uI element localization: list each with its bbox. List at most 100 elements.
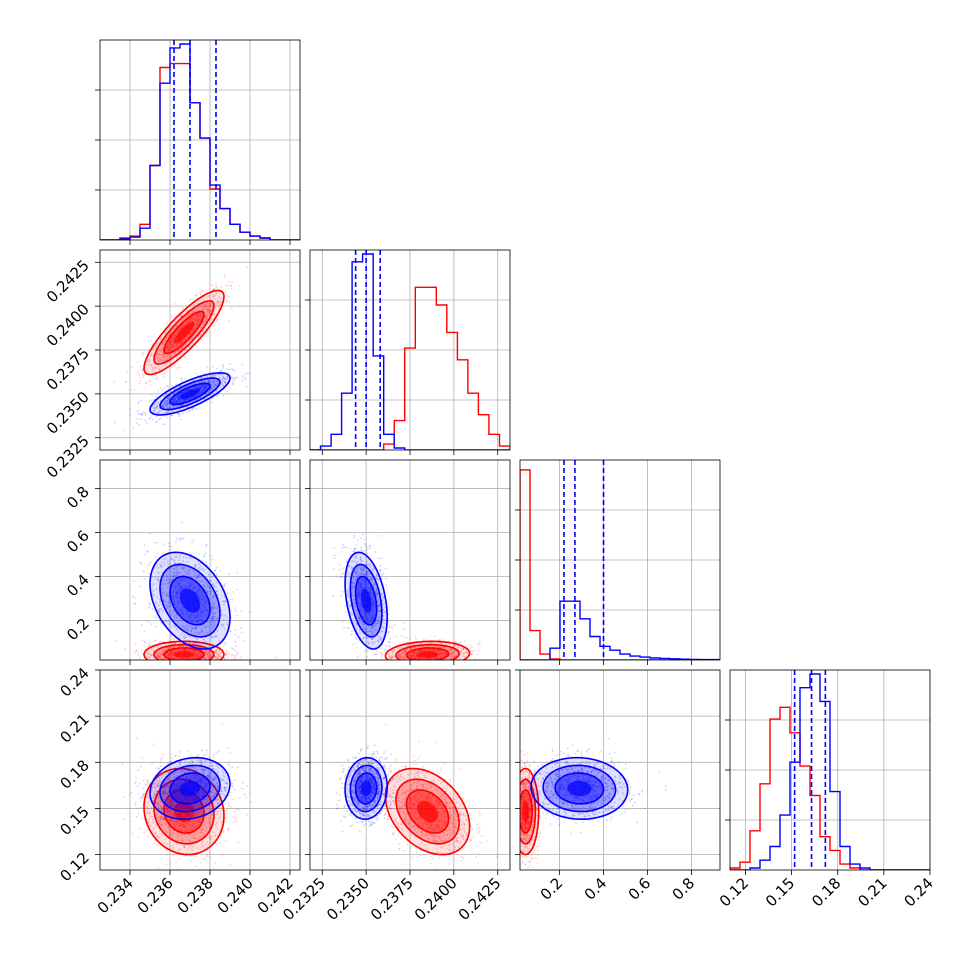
scatter-point: [165, 601, 168, 603]
scatter-point: [208, 306, 211, 308]
scatter-point: [454, 641, 457, 644]
scatter-point: [196, 666, 198, 668]
scatter-point: [188, 660, 190, 662]
scatter-point: [217, 305, 220, 307]
scatter-point: [167, 620, 170, 623]
scatter-point: [388, 657, 391, 660]
scatter-point: [187, 410, 189, 413]
scatter-point: [385, 584, 388, 586]
scatter-point: [175, 401, 178, 404]
scatter-point: [195, 577, 198, 580]
scatter-point: [198, 656, 201, 659]
scatter-point: [451, 652, 454, 655]
scatter-point: [214, 650, 217, 653]
scatter-point: [180, 404, 182, 407]
scatter-point: [403, 650, 406, 653]
scatter-point: [192, 650, 195, 652]
scatter-point: [196, 313, 199, 316]
scatter-point: [170, 343, 173, 346]
scatter-point: [144, 419, 147, 422]
scatter-point: [437, 650, 440, 652]
scatter-point: [359, 595, 361, 598]
scatter-point: [186, 661, 188, 663]
scatter-point: [168, 605, 171, 608]
scatter-point: [223, 380, 226, 383]
scatter-point: [233, 378, 236, 381]
scatter-point: [174, 595, 176, 598]
scatter-point: [202, 386, 205, 389]
scatter-point: [168, 398, 170, 401]
scatter-point: [177, 396, 179, 399]
scatter-point: [188, 573, 191, 576]
scatter-point: [182, 645, 185, 648]
scatter-point: [209, 587, 212, 589]
scatter-point: [418, 663, 420, 665]
scatter-point: [129, 413, 131, 416]
scatter-point: [177, 398, 180, 401]
scatter-point: [225, 653, 227, 656]
scatter-point: [365, 636, 368, 639]
scatter-point: [186, 649, 189, 652]
scatter-point: [442, 662, 444, 664]
scatter-point: [400, 655, 403, 658]
scatter-point: [211, 611, 214, 614]
scatter-point: [193, 318, 196, 321]
scatter-point: [185, 322, 188, 324]
scatter-point: [200, 305, 203, 308]
scatter-point: [204, 627, 207, 629]
scatter-point: [168, 348, 171, 351]
scatter-point: [173, 388, 176, 391]
scatter-point: [182, 390, 185, 393]
scatter-point: [201, 612, 204, 614]
scatter-point: [168, 667, 170, 669]
scatter-point: [125, 380, 128, 383]
scatter-point: [201, 330, 204, 333]
scatter-point: [443, 652, 446, 655]
scatter-point: [366, 573, 368, 576]
scatter-point: [168, 343, 171, 346]
scatter-point: [194, 327, 196, 330]
scatter-point: [412, 652, 415, 654]
scatter-point: [213, 312, 216, 315]
scatter-point: [185, 660, 187, 662]
scatter-point: [229, 630, 232, 633]
scatter-point: [161, 593, 163, 595]
scatter-point: [451, 652, 454, 654]
scatter-point: [203, 662, 205, 664]
scatter-point: [141, 372, 144, 375]
scatter-point: [433, 660, 435, 662]
scatter-point: [189, 388, 192, 391]
scatter-point: [213, 615, 216, 618]
scatter-point: [148, 573, 150, 575]
scatter-point: [160, 353, 163, 356]
scatter-point: [212, 616, 214, 619]
scatter-point: [174, 320, 176, 323]
scatter-point: [399, 655, 401, 658]
scatter-point: [144, 641, 147, 644]
scatter-point: [186, 664, 188, 666]
scatter-point: [381, 654, 384, 657]
scatter-point: [213, 650, 216, 653]
scatter-point: [196, 386, 199, 389]
scatter-point: [236, 572, 239, 574]
scatter-point: [426, 664, 428, 666]
scatter-point: [193, 650, 196, 653]
scatter-point: [197, 553, 200, 556]
scatter-point: [218, 653, 221, 656]
scatter-point: [175, 401, 178, 404]
scatter-point: [166, 362, 169, 364]
scatter-point: [173, 559, 176, 562]
scatter-point: [401, 656, 404, 659]
scatter-point: [423, 649, 426, 652]
scatter-point: [210, 579, 212, 582]
scatter-point: [205, 309, 208, 312]
scatter-point: [370, 594, 373, 597]
scatter-point: [145, 364, 148, 367]
scatter-point: [354, 547, 357, 550]
scatter-point: [188, 614, 191, 616]
scatter-point: [364, 542, 367, 545]
scatter-point: [173, 568, 175, 570]
scatter-point: [153, 409, 155, 412]
scatter-point: [143, 641, 146, 644]
scatter-point: [413, 651, 415, 654]
